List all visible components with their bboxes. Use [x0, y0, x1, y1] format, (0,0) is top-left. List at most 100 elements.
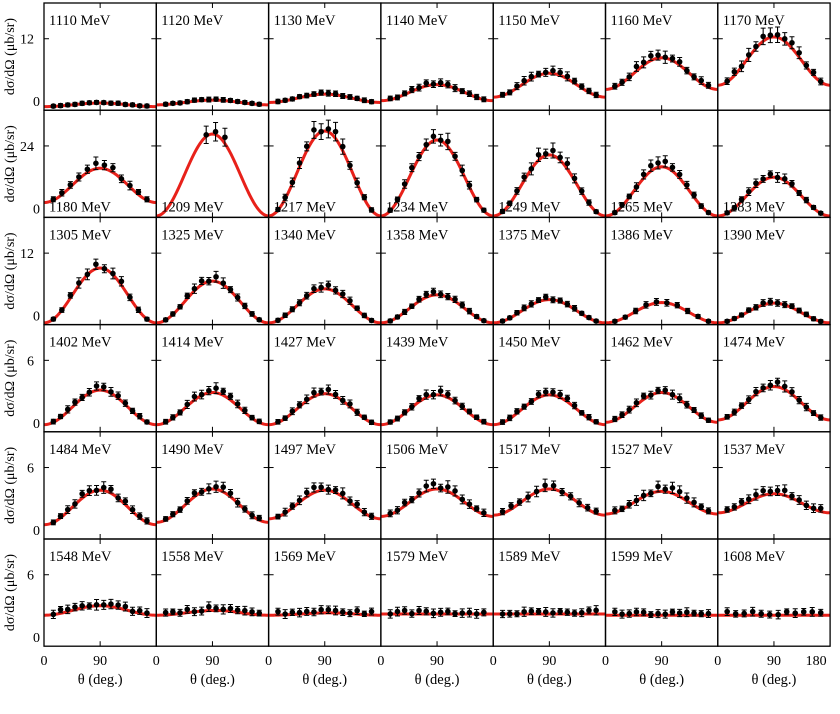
data-point [394, 507, 401, 514]
data-point [318, 284, 324, 291]
data-point [409, 610, 415, 617]
data-point [170, 100, 176, 107]
panel-1558-mev: 1558 MeV [155, 538, 270, 647]
x-tick-label: 90 [205, 654, 219, 669]
data-point [325, 486, 332, 493]
data-point [198, 278, 205, 284]
data-point [753, 388, 759, 395]
data-point [361, 509, 368, 515]
data-point [401, 607, 408, 614]
data-point [516, 499, 523, 505]
data-point [593, 607, 599, 614]
data-point [430, 81, 437, 87]
data-point [564, 301, 571, 307]
data-point [249, 512, 255, 519]
data-point [648, 490, 654, 497]
data-point [122, 400, 129, 406]
model-curve [156, 608, 269, 617]
data-point [57, 102, 64, 109]
data-point [177, 609, 183, 616]
data-point [789, 389, 795, 395]
x-tick-label: 180 [806, 654, 827, 669]
data-point [626, 406, 633, 413]
data-point [542, 69, 549, 76]
data-point [781, 383, 788, 390]
data-point [416, 84, 422, 91]
energy-label: 1462 MeV [611, 335, 674, 351]
data-point [559, 489, 565, 495]
data-point [206, 486, 212, 492]
data-point [800, 609, 807, 615]
data-point [311, 389, 317, 396]
data-point [578, 83, 585, 90]
data-point [423, 291, 430, 298]
data-point [542, 389, 549, 395]
data-point [430, 610, 437, 617]
data-point [177, 409, 183, 416]
data-point [542, 150, 549, 157]
data-point [289, 503, 296, 509]
data-point [339, 291, 346, 297]
data-point [506, 89, 513, 96]
data-point [803, 62, 810, 69]
data-point [64, 606, 71, 613]
data-point [387, 419, 394, 425]
panel-1608-mev: 1608 MeV [717, 538, 831, 647]
data-point [101, 265, 108, 272]
data-point [789, 39, 795, 46]
data-point [758, 610, 764, 617]
data-point [394, 415, 401, 422]
data-point [347, 297, 353, 304]
data-point [401, 181, 408, 187]
data-point [691, 610, 697, 616]
data-point [416, 607, 422, 614]
data-point [100, 602, 107, 608]
data-point [430, 133, 437, 140]
x-tick-label: 90 [542, 654, 556, 669]
energy-label: 1527 MeV [611, 442, 674, 458]
data-point [64, 406, 71, 413]
data-point [753, 43, 759, 50]
energy-label: 1170 MeV [723, 13, 785, 29]
data-point [144, 518, 150, 524]
data-point [571, 610, 578, 616]
data-point [234, 401, 241, 407]
data-point [162, 101, 169, 108]
data-point [684, 401, 690, 408]
data-point [249, 414, 255, 421]
data-point [473, 196, 480, 203]
data-point [789, 180, 795, 187]
data-point [481, 418, 487, 425]
energy-label: 1150 MeV [498, 13, 560, 29]
data-point [93, 261, 99, 268]
data-point [347, 162, 353, 169]
data-point [586, 88, 592, 94]
data-point [79, 603, 85, 609]
data-point [691, 74, 697, 80]
data-point [227, 605, 234, 612]
data-point [626, 501, 633, 508]
x-tick-label: 90 [318, 654, 332, 669]
data-point [242, 607, 248, 614]
data-point [50, 611, 57, 618]
data-point [409, 403, 415, 410]
data-point [557, 391, 563, 398]
data-point [303, 396, 310, 403]
data-point [86, 389, 93, 396]
y-tick-label: 6 [27, 569, 34, 584]
data-point [445, 608, 451, 615]
data-point [59, 307, 65, 313]
data-point [401, 90, 408, 97]
data-point [705, 508, 712, 514]
data-point [781, 176, 788, 182]
data-point [368, 419, 375, 426]
data-point [564, 73, 571, 80]
data-point [318, 388, 324, 395]
data-point [93, 160, 99, 167]
data-point [296, 93, 303, 100]
data-point [473, 94, 480, 100]
data-point [753, 304, 759, 311]
data-point [368, 608, 375, 615]
panel-1506-mev: 1506 MeV [380, 431, 494, 540]
panel-1340-mev: 1340 MeV [267, 216, 382, 326]
